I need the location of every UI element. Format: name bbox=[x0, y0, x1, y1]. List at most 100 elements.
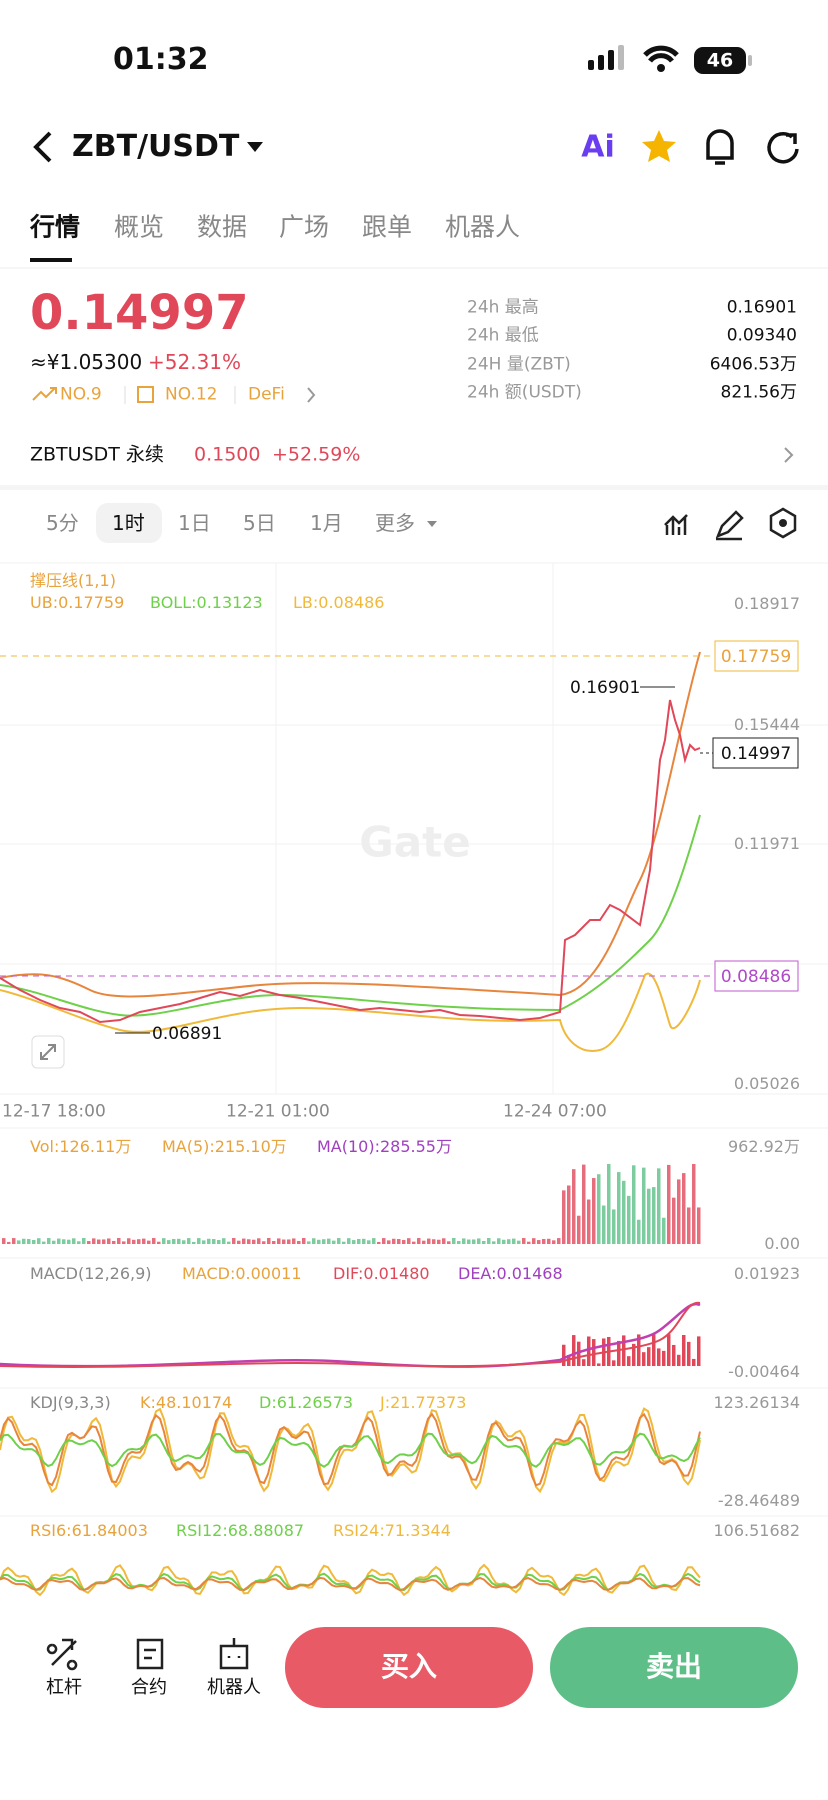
volume-axis: 962.92万 bbox=[728, 1137, 800, 1156]
buy-label[interactable]: 买入 bbox=[381, 1650, 437, 1683]
indicator-shape bbox=[137, 1239, 141, 1244]
indicator-shape bbox=[552, 1240, 556, 1244]
settings-icon[interactable] bbox=[769, 507, 797, 539]
date-label: 12-21 01:00 bbox=[226, 1101, 330, 1122]
indicator-shape bbox=[587, 1199, 591, 1244]
indicator-shape bbox=[687, 1207, 691, 1244]
indicator-shape bbox=[0, 1563, 701, 1597]
tab[interactable]: 广场 bbox=[279, 212, 330, 242]
axis-label: 0.18917 bbox=[733, 594, 800, 613]
ai-icon[interactable]: Ai bbox=[581, 130, 615, 165]
contract-icon[interactable] bbox=[136, 1638, 164, 1670]
tool-label[interactable]: 合约 bbox=[131, 1677, 167, 1698]
indicator-shape bbox=[62, 1239, 66, 1244]
interval[interactable]: 5日 bbox=[243, 511, 276, 535]
indicator-shape bbox=[192, 1241, 196, 1244]
indicator-shape bbox=[622, 1335, 626, 1366]
indicator-shape bbox=[312, 1238, 316, 1244]
sell-label[interactable]: 卖出 bbox=[646, 1650, 702, 1683]
indicator-shape bbox=[202, 1240, 206, 1244]
indicator-shape bbox=[342, 1241, 346, 1244]
robot-icon[interactable] bbox=[219, 1638, 249, 1670]
buy-button[interactable] bbox=[285, 1627, 533, 1708]
indicator-shape bbox=[517, 1240, 521, 1244]
perp-name[interactable]: ZBTUSDT 永续 bbox=[30, 443, 164, 466]
sell-button[interactable] bbox=[550, 1627, 798, 1708]
indicator-shape bbox=[577, 1341, 581, 1366]
tab[interactable]: 概览 bbox=[114, 212, 165, 242]
indicator-shape bbox=[32, 1239, 36, 1244]
indicator-shape bbox=[647, 1188, 651, 1244]
indicator-shape bbox=[322, 1239, 326, 1244]
back-icon[interactable] bbox=[33, 131, 52, 163]
indicator-shape bbox=[0, 1432, 701, 1468]
boll-label: BOLL:0.13123 bbox=[150, 593, 263, 612]
indicator-shape bbox=[622, 1180, 626, 1244]
indicator-shape bbox=[172, 1238, 176, 1244]
rsi-axis: 106.51682 bbox=[713, 1521, 800, 1540]
indicator-shape bbox=[167, 1240, 171, 1244]
interval[interactable]: 5分 bbox=[46, 511, 79, 535]
indicator-shape bbox=[187, 1238, 191, 1244]
indicator-shape bbox=[587, 1336, 591, 1366]
indicator-shape bbox=[457, 1241, 461, 1244]
indicator-shape bbox=[352, 1240, 356, 1244]
indicator-icon[interactable] bbox=[664, 514, 688, 535]
indicator-shape bbox=[227, 1241, 231, 1244]
indicator-shape bbox=[562, 1190, 566, 1244]
indicator-shape bbox=[617, 1172, 621, 1244]
indicator-shape bbox=[232, 1238, 236, 1244]
indicator-shape bbox=[112, 1240, 116, 1244]
battery-level: 46 bbox=[707, 50, 733, 72]
draw-icon[interactable] bbox=[715, 510, 744, 541]
stat-label: 24h 额(USDT) bbox=[467, 382, 582, 403]
tab[interactable]: 机器人 bbox=[445, 212, 521, 242]
tab[interactable]: 跟单 bbox=[362, 212, 413, 242]
indicator-shape bbox=[337, 1238, 341, 1244]
indicator-shape bbox=[637, 1219, 641, 1244]
indicator-shape bbox=[657, 1348, 661, 1366]
refresh-icon[interactable] bbox=[767, 132, 799, 164]
stat-value: 0.09340 bbox=[726, 325, 797, 346]
indicator-shape bbox=[142, 1238, 146, 1244]
tag[interactable]: DeFi bbox=[248, 384, 285, 405]
tab[interactable]: 行情 bbox=[30, 212, 81, 242]
ub-line bbox=[0, 651, 701, 998]
indicator-shape bbox=[107, 1238, 111, 1244]
indicator-shape bbox=[572, 1335, 576, 1366]
rsi-label: RSI12:68.88087 bbox=[176, 1521, 305, 1540]
date-label: 12-17 18:00 bbox=[2, 1101, 106, 1122]
indicator-shape bbox=[92, 1238, 96, 1244]
indicator-shape bbox=[667, 1164, 671, 1244]
tool-label[interactable]: 机器人 bbox=[207, 1677, 261, 1698]
indicator-shape bbox=[282, 1239, 286, 1244]
indicator-shape bbox=[147, 1240, 151, 1244]
indicator-shape bbox=[582, 1164, 586, 1244]
tag[interactable]: NO.12 bbox=[165, 384, 218, 405]
indicator-shape bbox=[657, 1168, 661, 1244]
pair-title[interactable]: ZBT/USDT bbox=[72, 129, 240, 164]
dropdown-icon[interactable] bbox=[247, 142, 263, 152]
status-time: 01:32 bbox=[113, 42, 209, 77]
chevron[interactable] bbox=[784, 447, 794, 463]
interval[interactable]: 1日 bbox=[178, 511, 211, 535]
indicator-shape bbox=[527, 1241, 531, 1244]
indicator-shape bbox=[257, 1238, 261, 1244]
tool-label[interactable]: 杠杆 bbox=[46, 1677, 82, 1698]
ub-tag bbox=[714, 640, 799, 672]
leverage-icon[interactable] bbox=[46, 1638, 78, 1671]
tag[interactable]: NO.9 bbox=[60, 384, 102, 405]
tab[interactable]: 数据 bbox=[197, 212, 248, 242]
indicator-shape bbox=[417, 1238, 421, 1244]
kdj-label: D:61.26573 bbox=[259, 1393, 354, 1412]
indicator-shape bbox=[122, 1241, 126, 1244]
star-icon[interactable] bbox=[642, 130, 676, 162]
interval[interactable]: 1时 bbox=[112, 511, 145, 535]
interval[interactable]: 更多 bbox=[375, 511, 415, 535]
high-label: 0.16901 bbox=[570, 678, 640, 698]
interval[interactable]: 1月 bbox=[310, 511, 343, 535]
stat-value: 821.56万 bbox=[720, 382, 797, 403]
bell-icon[interactable] bbox=[706, 129, 734, 165]
indicator-shape bbox=[242, 1238, 246, 1244]
